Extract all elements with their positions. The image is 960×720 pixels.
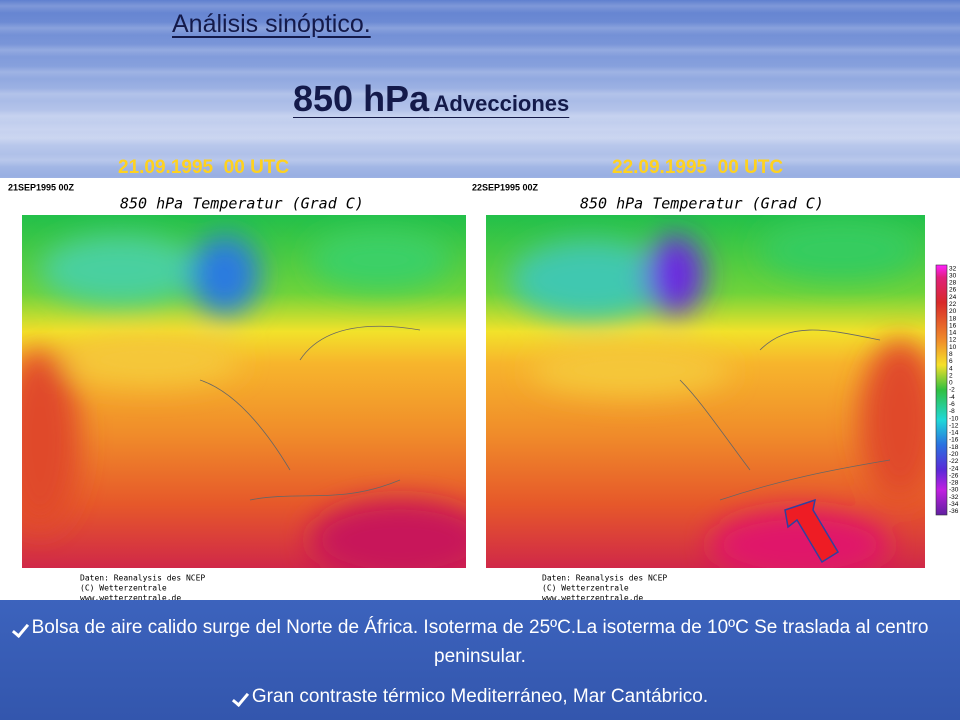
slide-subtitle: 850 hPa Advecciones <box>293 78 569 120</box>
scale-label: -14 <box>949 430 959 437</box>
map-title: 850 hPa Temperatur (Grad C) <box>580 195 824 213</box>
notes: Bolsa de aire calido surge del Norte de … <box>0 600 960 720</box>
map-credit: (C) Wetterzentrale <box>80 584 167 593</box>
scale-label: -32 <box>949 494 959 501</box>
scale-label: -2 <box>949 387 955 394</box>
map-stamp: 21SEP1995 00Z <box>8 182 75 192</box>
bullet: Bolsa de aire calido surge del Norte de … <box>0 613 960 671</box>
bullet-text: Gran contraste térmico Mediterráneo, Mar… <box>251 686 709 707</box>
map-credit: Daten: Reanalysis des NCEP <box>542 574 667 583</box>
map-credit: Daten: Reanalysis des NCEP <box>80 574 205 583</box>
scale-label: -8 <box>949 408 955 415</box>
color-scale <box>935 264 948 516</box>
panel-date: 21.09.1995 00 UTC <box>118 157 290 178</box>
temperature-map <box>486 215 925 568</box>
scale-label: 6 <box>949 358 953 365</box>
subtitle-sub: Advecciones <box>433 91 570 116</box>
temperature-map <box>22 215 466 568</box>
map-credit: www.wetterzentrale.de <box>80 594 181 601</box>
bullet-text: Bolsa de aire calido surge del Norte de … <box>31 617 929 667</box>
scale-label: 12 <box>949 337 957 344</box>
scale-label: -4 <box>949 394 955 401</box>
slide-title: Análisis sinóptico. <box>172 10 371 38</box>
scale-label: -36 <box>949 508 959 515</box>
scale-label: 18 <box>949 315 957 322</box>
scale-label: -12 <box>949 422 959 429</box>
scale-label: 14 <box>949 330 957 337</box>
scale-label: -30 <box>949 487 959 494</box>
scale-label: 24 <box>949 294 957 301</box>
scale-label: 16 <box>949 322 957 329</box>
arrow <box>784 498 840 564</box>
scale-label: -24 <box>949 465 959 472</box>
map-title: 850 hPa Temperatur (Grad C) <box>120 195 364 213</box>
scale-label: 10 <box>949 344 957 351</box>
subtitle-main: 850 hPa <box>293 78 430 119</box>
scale-label: 20 <box>949 308 957 315</box>
map-stamp: 22SEP1995 00Z <box>472 182 539 192</box>
scale-label: -26 <box>949 472 959 479</box>
scale-label: 8 <box>949 351 953 358</box>
scale-label: 2 <box>949 372 953 379</box>
scale-label: 30 <box>949 272 957 279</box>
map-credit: (C) Wetterzentrale <box>542 584 629 593</box>
scale-label: -34 <box>949 501 959 508</box>
map-credit: www.wetterzentrale.de <box>542 594 643 601</box>
scale-label: -10 <box>949 415 959 422</box>
panel-date: 22.09.1995 00 UTC <box>612 157 784 178</box>
scale-label: 26 <box>949 287 957 294</box>
maps: 21SEP1995 00Z 850 hPa Temperatur (Grad C)… <box>8 182 959 601</box>
scale-label: 0 <box>949 380 953 387</box>
scale-label: 32 <box>949 265 957 272</box>
scale-label: -18 <box>949 444 959 451</box>
scale-label: -20 <box>949 451 959 458</box>
scale-label: -22 <box>949 458 959 465</box>
bullet: Gran contraste térmico Mediterráneo, Mar… <box>0 682 960 711</box>
scale-label: -6 <box>949 401 955 408</box>
scale-label: 22 <box>949 301 957 308</box>
scale-label: -28 <box>949 480 959 487</box>
scale-label: 4 <box>949 365 953 372</box>
scale-label: -16 <box>949 437 959 444</box>
scale-label: 28 <box>949 280 957 287</box>
